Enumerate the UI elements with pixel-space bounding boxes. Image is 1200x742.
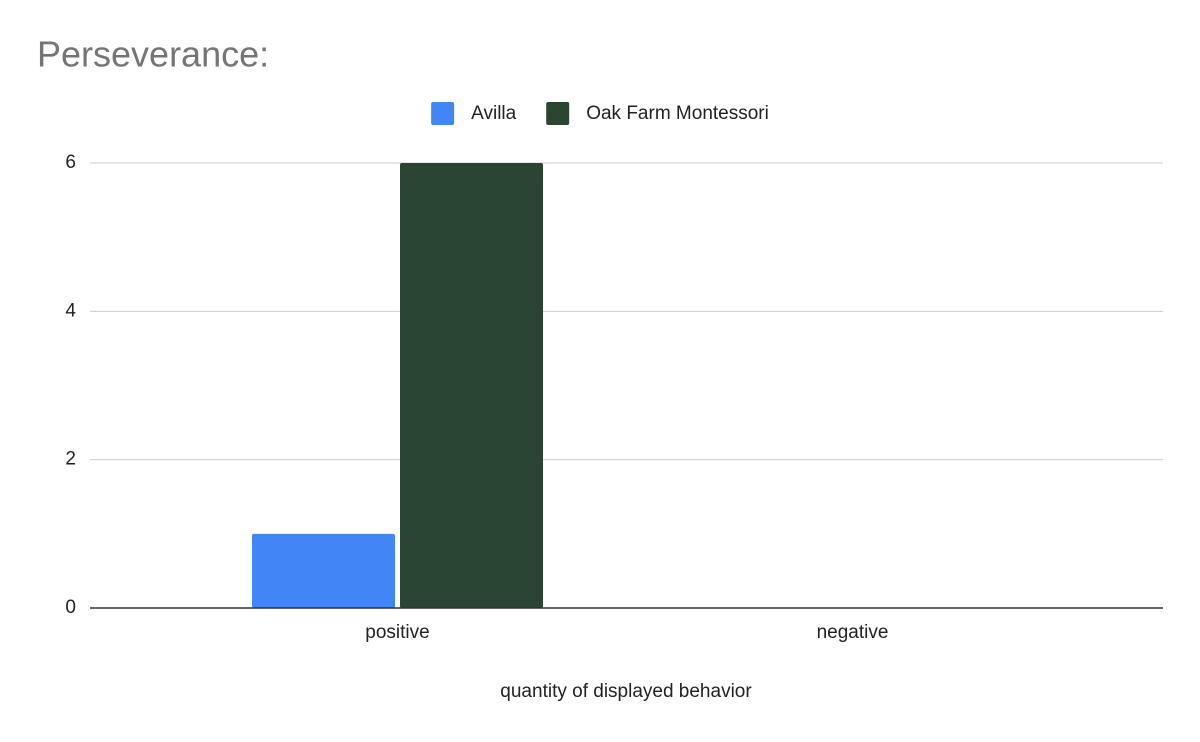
x-axis-label: quantity of displayed behavior — [500, 681, 752, 702]
bar — [400, 163, 543, 608]
y-tick-label: 4 — [65, 300, 76, 321]
x-tick-label: negative — [817, 622, 889, 643]
legend-swatch — [431, 102, 455, 125]
legend-label: Oak Farm Montessori — [586, 103, 769, 124]
legend-swatch — [546, 102, 570, 125]
chart-title: Perseverance: — [37, 34, 269, 75]
y-tick-label: 0 — [65, 597, 76, 618]
x-tick-label: positive — [365, 622, 429, 643]
legend-label: Avilla — [471, 103, 516, 124]
y-tick-label: 2 — [65, 449, 76, 470]
y-tick-label: 6 — [65, 152, 76, 173]
bar — [252, 533, 395, 608]
